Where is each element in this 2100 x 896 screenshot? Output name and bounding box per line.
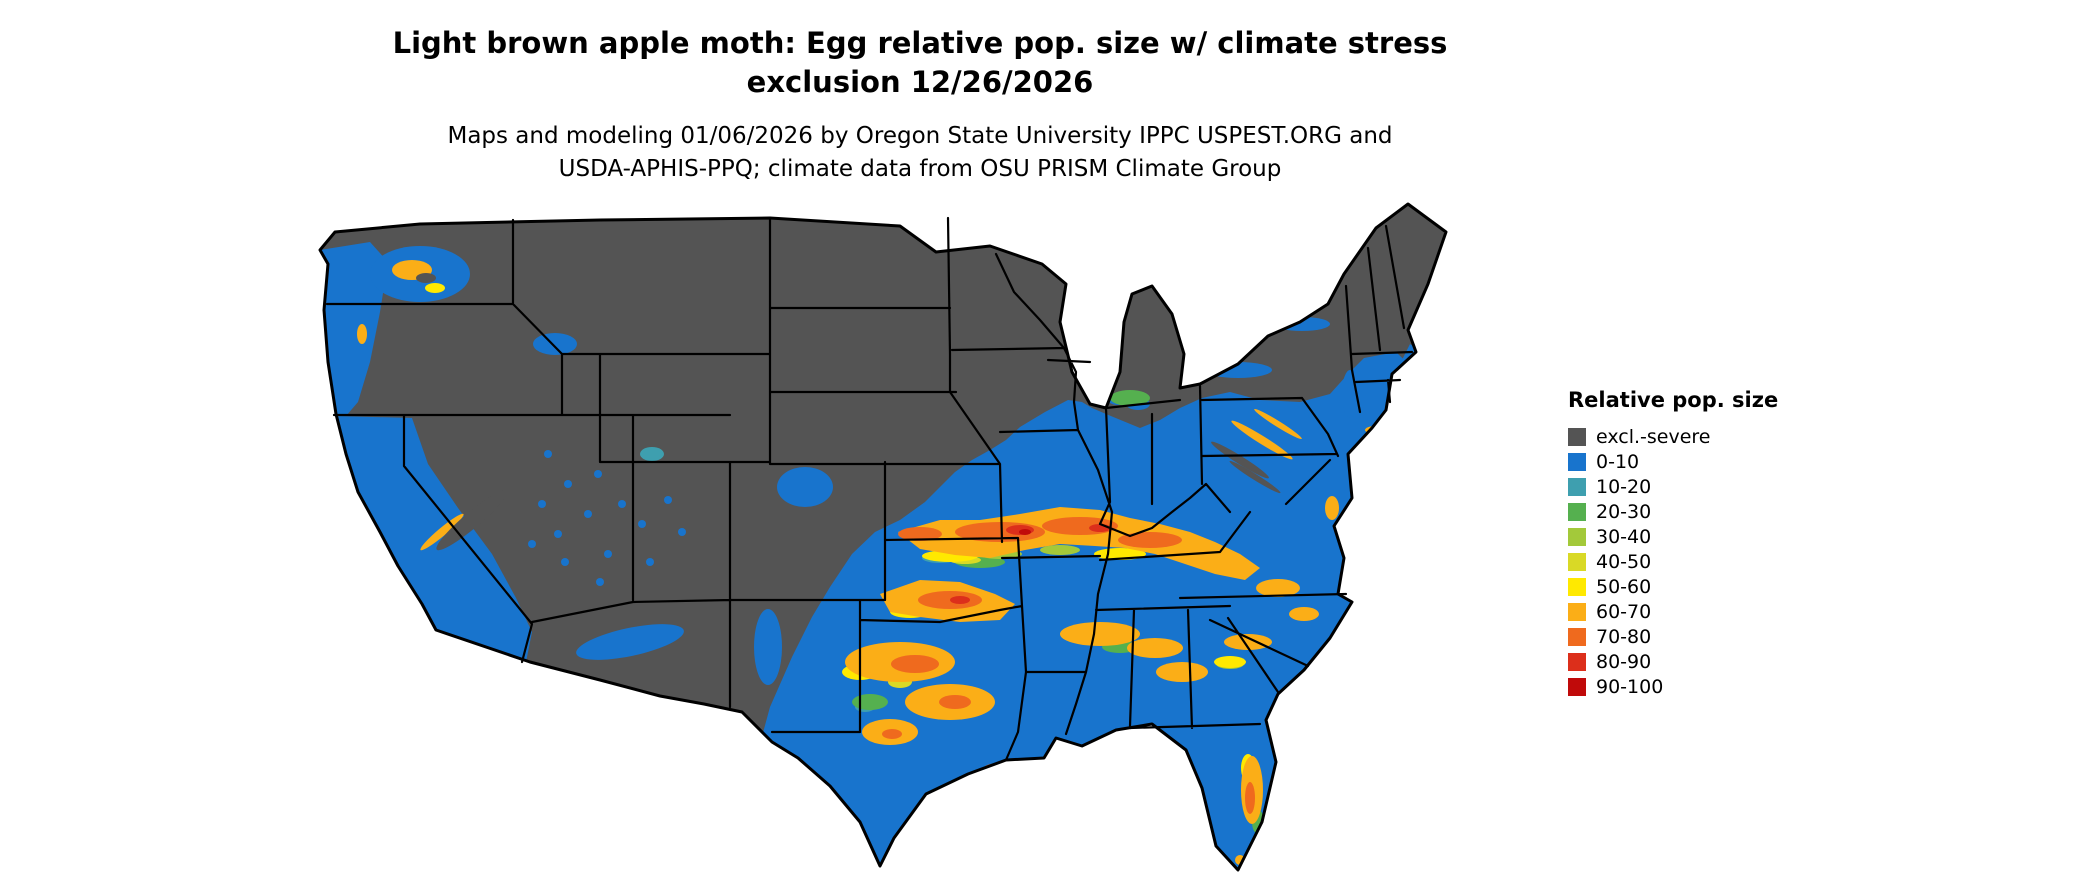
legend-item: 10-20 — [1568, 474, 1828, 499]
legend-item: 20-30 — [1568, 499, 1828, 524]
legend-label: 70-80 — [1596, 625, 1652, 648]
legend-label: excl.-severe — [1596, 425, 1711, 448]
legend-swatch-10-20 — [1568, 477, 1586, 496]
map-region-excluded-ridges — [416, 273, 1281, 551]
legend-label: 40-50 — [1596, 550, 1652, 573]
us-map — [300, 202, 1540, 892]
legend-label: 20-30 — [1596, 500, 1652, 523]
legend-label: 60-70 — [1596, 600, 1652, 623]
legend-swatch-90-100 — [1568, 677, 1586, 696]
legend-swatch-50-60 — [1568, 577, 1586, 596]
legend-item: excl.-severe — [1568, 424, 1828, 449]
legend-label: 90-100 — [1596, 675, 1664, 698]
legend-item: 40-50 — [1568, 549, 1828, 574]
legend-item: 80-90 — [1568, 649, 1828, 674]
page-title-line2: exclusion 12/26/2026 — [746, 65, 1094, 100]
legend-swatch-70-80 — [1568, 627, 1586, 646]
legend-item: 60-70 — [1568, 599, 1828, 624]
legend-label: 30-40 — [1596, 525, 1652, 548]
legend-item: 90-100 — [1568, 674, 1828, 699]
page-subtitle: Maps and modeling 01/06/2026 by Oregon S… — [0, 120, 1840, 187]
us-map-svg — [318, 202, 1448, 872]
us-outline — [318, 202, 1448, 872]
legend-label: 0-10 — [1596, 450, 1640, 473]
legend-swatch-30-40 — [1568, 527, 1586, 546]
page-subtitle-line2: USDA-APHIS-PPQ; climate data from OSU PR… — [558, 156, 1282, 183]
legend-item: 0-10 — [1568, 449, 1828, 474]
legend-item: 30-40 — [1568, 524, 1828, 549]
legend-title: Relative pop. size — [1568, 388, 1779, 412]
legend-swatch-20-30 — [1568, 502, 1586, 521]
legend-label: 10-20 — [1596, 475, 1652, 498]
legend-item: 50-60 — [1568, 574, 1828, 599]
legend-label: 80-90 — [1596, 650, 1652, 673]
legend-swatch-60-70 — [1568, 602, 1586, 621]
legend: Relative pop. size excl.-severe 0-10 10-… — [1568, 388, 1828, 699]
legend-swatch-0-10 — [1568, 452, 1586, 471]
state-boundaries — [325, 216, 1414, 762]
page-title-line1: Light brown apple moth: Egg relative pop… — [392, 26, 1448, 60]
legend-item: 70-80 — [1568, 624, 1828, 649]
page-title: Light brown apple moth: Egg relative pop… — [0, 24, 1840, 102]
legend-label: 50-60 — [1596, 575, 1652, 598]
legend-swatch-40-50 — [1568, 552, 1586, 571]
legend-swatch-excl-severe — [1568, 427, 1586, 446]
legend-swatch-80-90 — [1568, 652, 1586, 671]
page-subtitle-line1: Maps and modeling 01/06/2026 by Oregon S… — [447, 123, 1393, 149]
